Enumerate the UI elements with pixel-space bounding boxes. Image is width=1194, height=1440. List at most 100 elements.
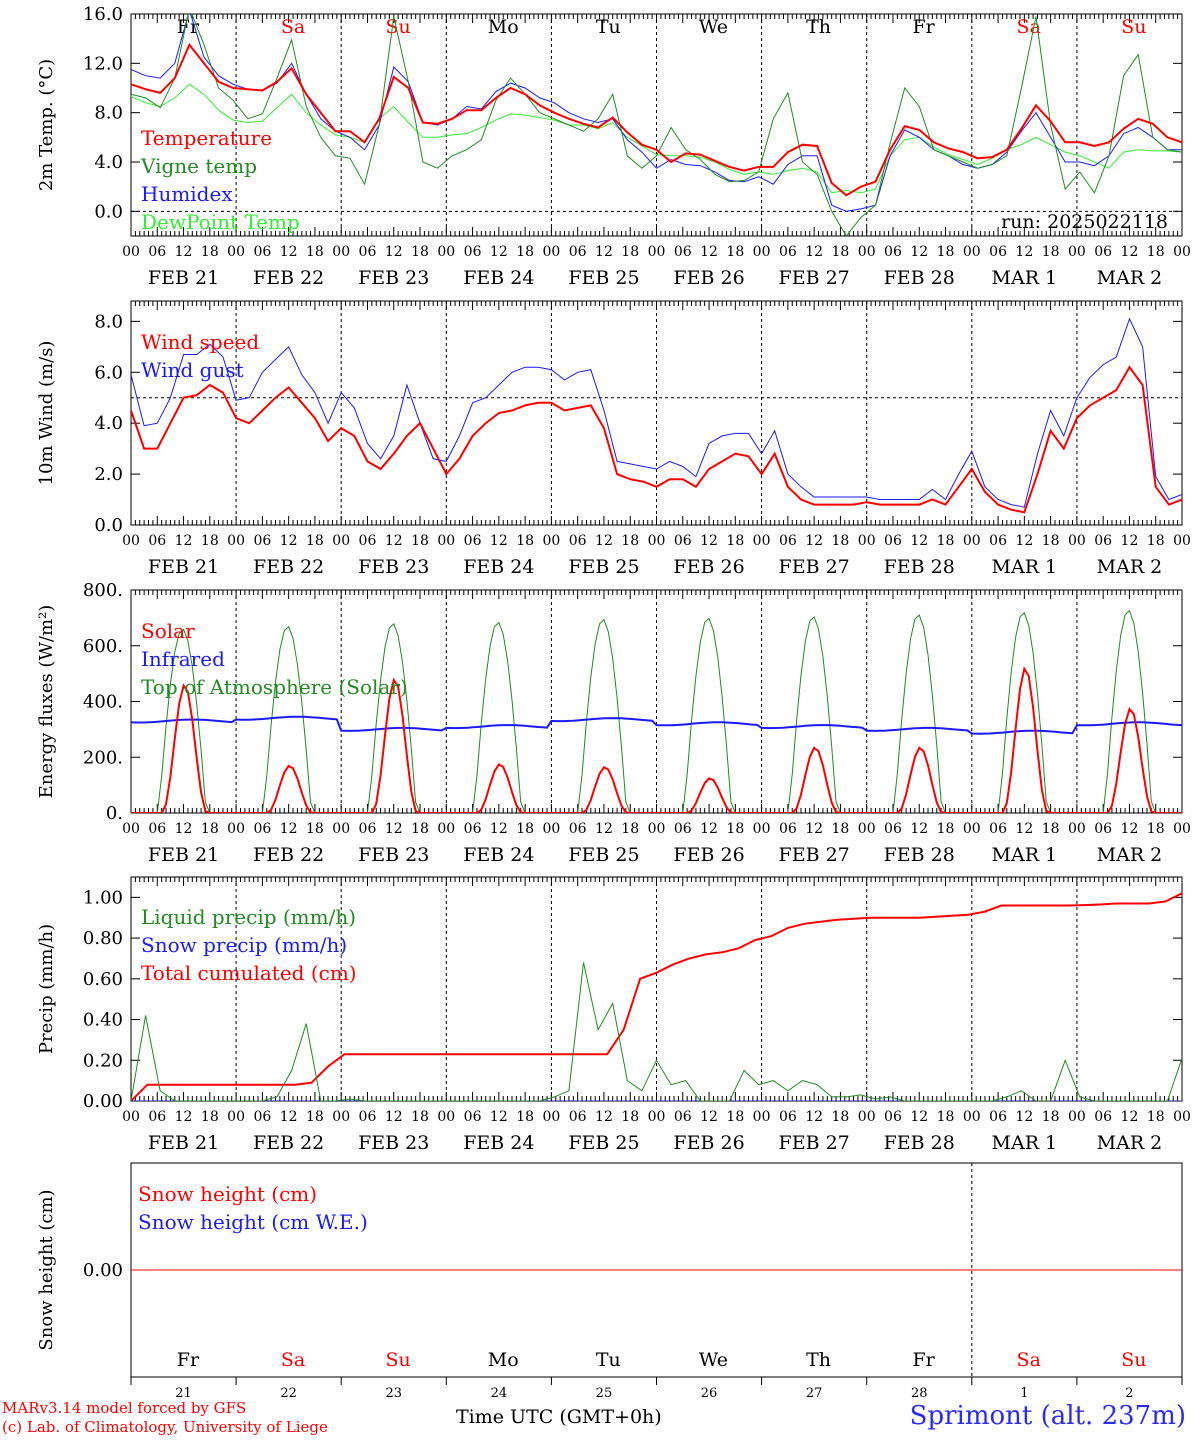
legend-entry: Vigne temp [140,154,257,178]
day-name: Tu [596,1349,621,1371]
x-hour-label: 06 [569,1109,587,1125]
y-tick-label: 0.40 [83,1010,123,1031]
x-hour-label: 06 [464,1109,482,1125]
x-hour-label: 18 [306,533,324,549]
x-hour-label: 18 [516,533,534,549]
legend-entry: Snow height (cm) [138,1182,317,1206]
legend-entry: Infrared [141,647,225,671]
day-number: 25 [596,1386,613,1401]
y-tick-label: 0.60 [83,969,123,990]
x-date-label: FEB 21 [148,267,219,289]
day-number: 26 [701,1386,718,1401]
y-tick-label: 12.0 [83,53,123,74]
x-date-label: MAR 1 [992,1132,1058,1154]
x-date-label: FEB 26 [673,844,744,866]
x-hour-label: 00 [963,821,981,837]
x-date-label: FEB 26 [673,556,744,578]
x-hour-label: 06 [1094,533,1112,549]
legend-entry: Liquid precip (mm/h) [141,905,356,929]
x-date-label: FEB 22 [253,844,324,866]
x-hour-label: 18 [832,533,850,549]
series-line [131,317,1182,508]
x-hour-label: 12 [385,244,403,260]
y-tick-label: 0.0 [94,515,123,536]
x-hour-label: 00 [542,1109,560,1125]
x-hour-label: 00 [122,821,140,837]
day-number: 27 [806,1386,823,1401]
x-hour-label: 18 [411,244,429,260]
x-hour-label: 18 [621,533,639,549]
x-hour-label: 18 [516,244,534,260]
x-hour-label: 00 [122,1109,140,1125]
x-hour-label: 06 [148,821,166,837]
x-date-label: FEB 22 [253,1132,324,1154]
x-hour-label: 06 [464,244,482,260]
x-date-label: FEB 26 [673,267,744,289]
day-name: Sa [1017,1349,1041,1371]
y-tick-label: 0. [106,803,123,824]
x-date-label: FEB 27 [779,267,850,289]
x-date-label: FEB 22 [253,267,324,289]
y-tick-label: 4.0 [94,152,123,173]
x-date-label: FEB 24 [463,1132,534,1154]
x-hour-label: 12 [910,533,928,549]
x-hour-label: 18 [937,533,955,549]
x-date-label: FEB 28 [884,844,955,866]
x-hour-label: 18 [937,244,955,260]
x-hour-label: 12 [1121,533,1139,549]
x-hour-label: 00 [1068,821,1086,837]
day-name: Fr [177,16,200,38]
x-hour-label: 12 [175,533,193,549]
x-hour-label: 06 [989,244,1007,260]
x-hour-label: 18 [726,1109,744,1125]
x-hour-label: 12 [700,1109,718,1125]
x-hour-label: 12 [1015,533,1033,549]
x-hour-label: 12 [1121,244,1139,260]
x-date-label: FEB 22 [253,556,324,578]
x-hour-label: 12 [385,1109,403,1125]
x-hour-label: 18 [621,244,639,260]
panel-5: 0.00 Snow height (cm) Fr Sa Su Mo Tu We Th Fr Sa Su… [36,1162,1183,1401]
x-date-label: MAR 2 [1097,1132,1163,1154]
x-hour-label: 12 [280,533,298,549]
x-date-label: MAR 1 [992,267,1058,289]
x-hour-label: 18 [1147,821,1165,837]
x-hour-label: 06 [989,821,1007,837]
day-number: 21 [175,1386,192,1401]
x-hour-label: 12 [595,821,613,837]
day-name: Th [806,16,831,38]
y-axis-label: Energy fluxes (W/m²) [36,605,57,799]
x-date-label: FEB 25 [568,1132,639,1154]
legend-entry: Wind speed [141,330,259,354]
x-hour-label: 18 [201,244,219,260]
x-hour-label: 18 [1147,1109,1165,1125]
x-hour-label: 00 [542,821,560,837]
day-name: Fr [912,1349,935,1371]
x-hour-label: 06 [253,821,271,837]
x-date-label: FEB 27 [779,1132,850,1154]
legend-entry: Temperature [141,126,272,150]
x-date-label: MAR 2 [1097,267,1163,289]
x-hour-label: 18 [516,1109,534,1125]
x-hour-label: 06 [253,1109,271,1125]
x-hour-label: 12 [805,1109,823,1125]
x-hour-label: 18 [832,1109,850,1125]
x-date-label: FEB 25 [568,267,639,289]
y-tick-label: 8.0 [94,311,123,332]
x-date-label: MAR 2 [1097,844,1163,866]
panel-4: 0.00 0.20 0.40 0.60 0.80 1.00 Precip (mm/h) 00 0… [36,876,1191,1154]
x-hour-label: 00 [963,533,981,549]
x-hour-label: 12 [385,533,403,549]
x-hour-label: 00 [1173,533,1191,549]
day-name: Tu [596,16,621,38]
x-hour-label: 00 [542,244,560,260]
x-hour-label: 00 [858,533,876,549]
day-name: We [699,1349,728,1371]
series-line [131,42,1182,197]
x-hour-label: 06 [464,533,482,549]
day-name: Su [1121,16,1146,38]
x-hour-label: 00 [1068,244,1086,260]
x-hour-label: 00 [753,1109,771,1125]
x-hour-label: 18 [832,821,850,837]
x-hour-label: 00 [227,244,245,260]
